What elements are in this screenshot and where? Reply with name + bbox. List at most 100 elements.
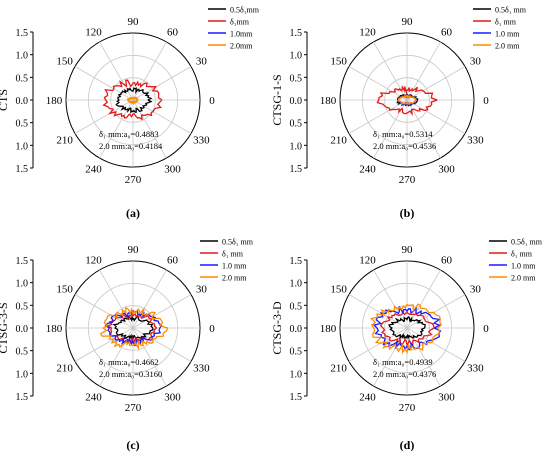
panel-label: (b): [400, 206, 415, 220]
angle-tick-label: 30: [470, 56, 482, 68]
series-line-2: [376, 84, 438, 117]
series-line-3: [126, 96, 139, 106]
radial-tick-label: 0.0: [290, 96, 303, 107]
angle-tick-label: 270: [125, 174, 142, 186]
series-line-2: [102, 79, 163, 121]
angle-tick-label: 300: [438, 163, 455, 175]
angle-tick-label: 0: [483, 95, 489, 107]
panel-label: (c): [126, 438, 139, 452]
legend-label: δ₁ mm: [511, 250, 533, 259]
radial-tick-label: 1.5: [16, 28, 29, 39]
radial-tick-label: 0.5: [16, 73, 29, 84]
angle-tick-label: 210: [330, 363, 347, 375]
legend-label: 1.0 mm: [222, 262, 247, 271]
angular-gridline: [132, 66, 192, 101]
angle-tick-label: 180: [46, 95, 63, 107]
radial-tick-label: 1.5: [290, 164, 303, 175]
legend-label: 2.0 mm: [495, 42, 520, 51]
angular-gridline: [74, 99, 134, 134]
angle-tick-label: 240: [85, 163, 102, 175]
angle-tick-label: 270: [399, 174, 416, 186]
radial-tick-label: 1.5: [290, 28, 303, 39]
angular-gridline: [74, 66, 134, 101]
polar-panel-3: 0 30 60 90 120 150 180 210 240 270 300 330 1.5 1.0 0.5…: [0, 238, 254, 453]
angle-tick-label: 150: [56, 56, 73, 68]
angle-tick-label: 60: [441, 255, 453, 267]
panel-ylabel: CTS: [0, 89, 10, 111]
angle-tick-label: 90: [128, 244, 140, 256]
radial-tick-label: 1.0: [16, 141, 29, 152]
radial-tick-label: 1.0: [16, 279, 29, 290]
angle-tick-label: 120: [359, 27, 376, 39]
angular-gridline: [406, 327, 466, 362]
radial-tick-label: 0.5: [16, 347, 29, 358]
angle-tick-label: 60: [441, 27, 453, 39]
angle-tick-label: 180: [320, 95, 337, 107]
angular-gridline: [406, 99, 466, 134]
legend-label: 1.0mm: [230, 30, 253, 39]
angle-tick-label: 30: [470, 284, 482, 296]
angle-tick-label: 210: [330, 135, 347, 147]
angle-tick-label: 30: [196, 56, 208, 68]
legend: 0.5δ₁ mm δ₁ mm 1.0 mm 2.0 mm: [200, 238, 254, 283]
series-line-4: [370, 303, 443, 355]
annotation-text: δ₁ mm:a₀=0.4662: [99, 357, 159, 367]
radial-tick-label: 0.0: [16, 324, 29, 335]
angular-gridline: [406, 269, 441, 329]
angular-gridline: [348, 327, 408, 362]
angle-tick-label: 300: [438, 391, 455, 403]
angle-tick-label: 120: [359, 255, 376, 267]
legend-label: 2.0 mm: [222, 274, 247, 283]
angular-gridline: [132, 294, 192, 329]
radial-tick-label: 0.0: [16, 96, 29, 107]
angular-gridline: [348, 66, 408, 101]
angular-gridline: [373, 327, 408, 387]
angle-tick-label: 150: [330, 284, 347, 296]
angular-gridline: [132, 327, 192, 362]
radial-tick-label: 1.0: [290, 141, 303, 152]
radial-tick-label: 1.0: [290, 279, 303, 290]
panel-label: (a): [126, 206, 140, 220]
angle-tick-label: 90: [402, 16, 414, 28]
angle-tick-label: 150: [56, 284, 73, 296]
series-line-4: [99, 306, 169, 351]
angle-tick-label: 0: [209, 323, 215, 335]
series-line-1: [388, 315, 426, 340]
angle-tick-label: 330: [193, 363, 210, 375]
angle-tick-label: 210: [56, 363, 73, 375]
angular-gridline: [373, 269, 408, 329]
angular-gridline: [406, 66, 466, 101]
angle-tick-label: 270: [399, 402, 416, 414]
radial-tick-label: 1.5: [290, 256, 303, 267]
annotation-text: 2.0 mm:a₀=0.3160: [99, 369, 162, 379]
radial-tick-label: 1.0: [290, 369, 303, 380]
angle-tick-label: 180: [320, 323, 337, 335]
radial-tick-label: 0.0: [290, 324, 303, 335]
angle-tick-label: 300: [164, 163, 181, 175]
angle-tick-label: 60: [167, 255, 179, 267]
legend-label: 0.5δ₁ mm: [511, 238, 543, 247]
angle-tick-label: 240: [359, 163, 376, 175]
angle-tick-label: 90: [402, 244, 414, 256]
polar-panel-2: 0 30 60 90 120 150 180 210 240 270 300 330 1.5 1.0 0.5…: [270, 6, 527, 221]
panel-ylabel: CTSG-3-D: [270, 301, 284, 355]
radial-tick-label: 1.5: [16, 392, 29, 403]
annotation-text: δ₁ mm:a₀=0.4939: [373, 357, 433, 367]
angle-tick-label: 270: [125, 402, 142, 414]
annotation-text: δ₁ mm:a₀=0.5314: [373, 129, 433, 139]
radial-tick-label: 1.5: [16, 256, 29, 267]
annotation-text: δ₁ mm:a₀=0.4883: [99, 129, 159, 139]
polar-panel-4: 0 30 60 90 120 150 180 210 240 270 300 330 1.5 1.0 0.5…: [270, 238, 543, 453]
panel-label: (d): [400, 438, 415, 452]
series-line-1: [112, 315, 154, 341]
angular-gridline: [348, 99, 408, 134]
angle-tick-label: 330: [467, 135, 484, 147]
annotation-text: 2.0 mm:a₀=0.4536: [373, 141, 436, 151]
legend-label: δ₁mm: [230, 18, 250, 27]
angle-tick-label: 240: [359, 391, 376, 403]
panel-ylabel: CTSG-1-S: [270, 74, 284, 125]
series-line-1: [115, 87, 153, 114]
legend-label: 2.0mm: [230, 42, 253, 51]
polar-panel-1: 0 30 60 90 120 150 180 210 240 270 300 330 1.5 1.0 0.5…: [0, 6, 260, 221]
